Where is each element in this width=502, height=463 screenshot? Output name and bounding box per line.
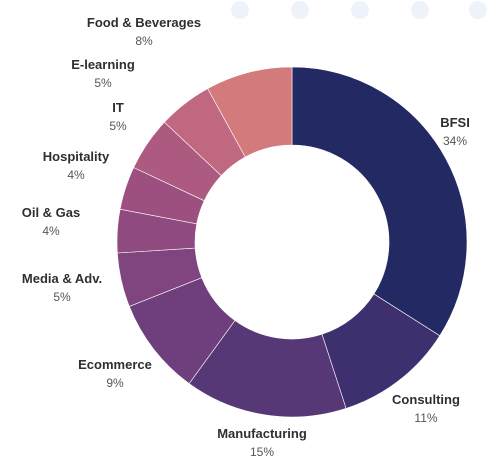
slice-percent: 15% <box>249 445 275 459</box>
slice-name: Media & Adv. <box>21 271 103 286</box>
slice-percent: 9% <box>106 376 124 390</box>
slice-name: Oil & Gas <box>21 205 81 220</box>
slice-percent: 8% <box>135 34 153 48</box>
label-hospitality: Hospitality 4% <box>0 147 156 185</box>
slice-percent: 4% <box>67 168 85 182</box>
slice-percent: 4% <box>42 224 60 238</box>
slice-bfsi <box>291 66 468 337</box>
slice-name: BFSI <box>440 115 470 130</box>
label-food-beverages: Food & Beverages 8% <box>64 13 224 51</box>
slice-percent: 11% <box>414 411 438 425</box>
slice-food-beverages <box>207 66 293 158</box>
label-it: IT 5% <box>38 98 198 136</box>
background-dots <box>231 1 487 19</box>
label-manufacturing: Manufacturing 15% <box>182 424 342 462</box>
label-media-adv: Media & Adv. 5% <box>0 269 142 307</box>
slice-name: Hospitality <box>42 149 110 164</box>
slice-percent: 5% <box>53 290 71 304</box>
label-oil-gas: Oil & Gas 4% <box>0 203 131 241</box>
label-consulting: Consulting 11% <box>346 390 502 428</box>
slice-name: Manufacturing <box>217 426 307 441</box>
slice-name: Ecommerce <box>78 357 152 372</box>
slice-percent: 34% <box>442 134 468 148</box>
slice-name: Consulting <box>392 392 460 407</box>
slice-percent: 5% <box>109 119 127 133</box>
label-ecommerce: Ecommerce 9% <box>35 355 195 393</box>
slice-name: IT <box>112 100 124 115</box>
slice-name: Food & Beverages <box>86 15 202 30</box>
slice-percent: 5% <box>94 76 112 90</box>
label-e-learning: E-learning 5% <box>23 55 183 93</box>
slice-name: E-learning <box>71 57 135 72</box>
label-bfsi: BFSI 34% <box>375 113 502 151</box>
